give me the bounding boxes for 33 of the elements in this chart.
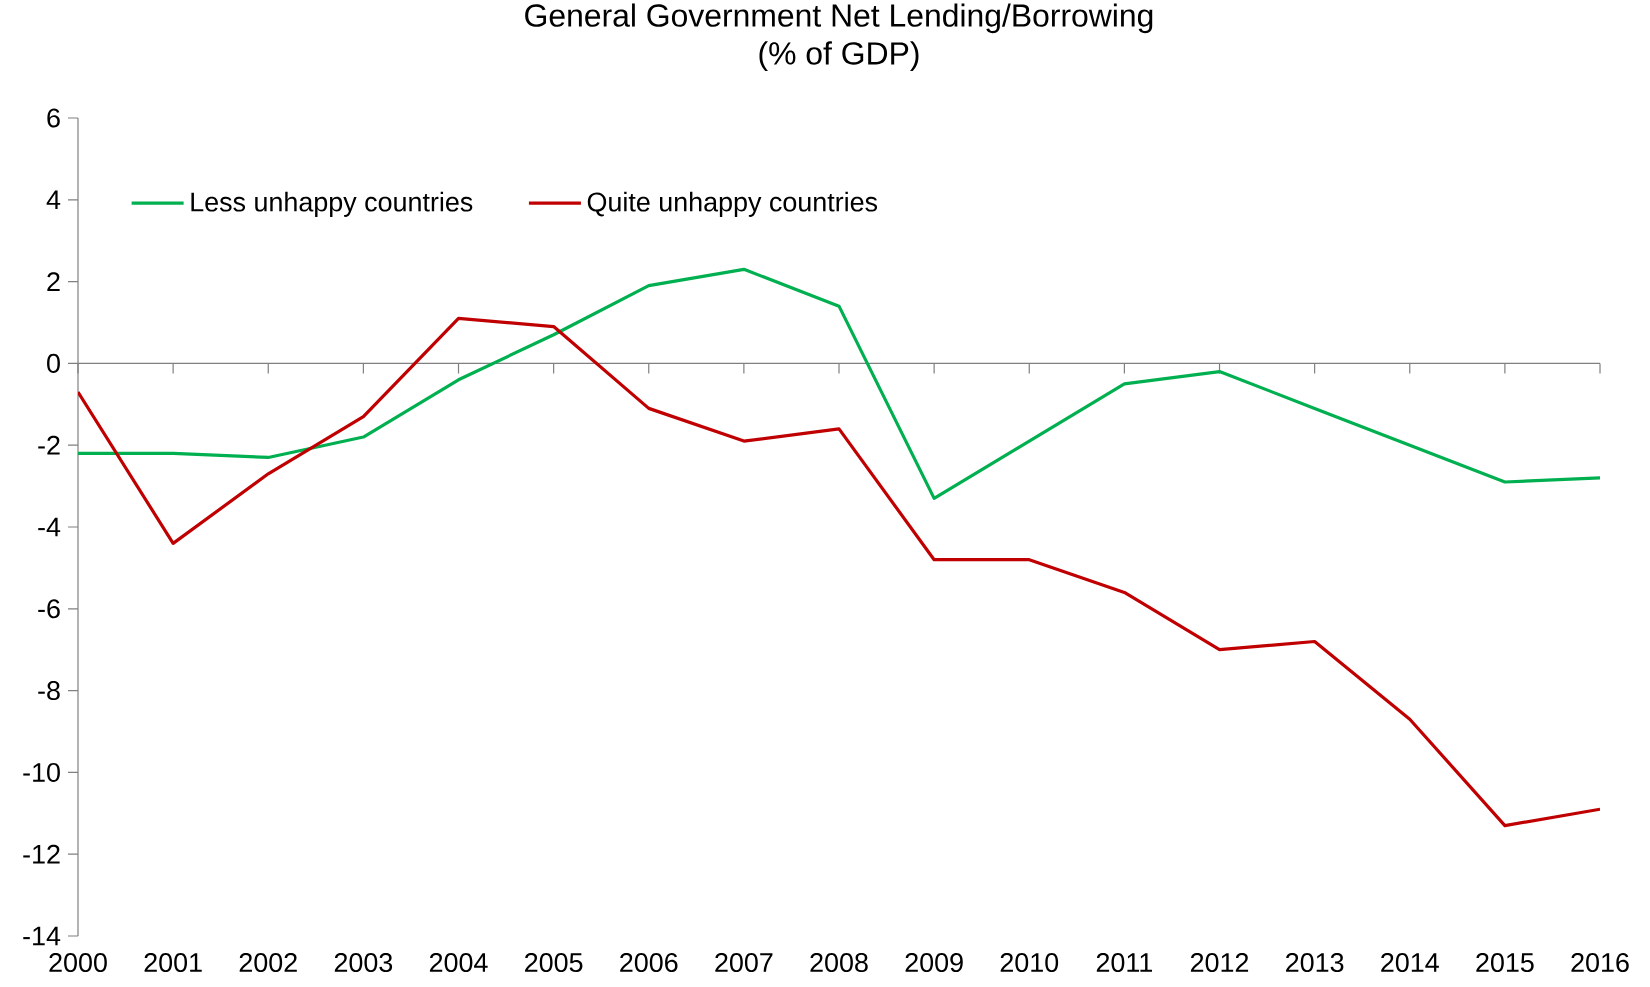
y-tick-label: -10 bbox=[23, 762, 60, 782]
y-tick-label: 0 bbox=[47, 353, 60, 373]
x-tick-label: 2011 bbox=[1096, 953, 1152, 973]
x-tick-label: 2013 bbox=[1286, 953, 1344, 973]
x-tick-label: 2001 bbox=[144, 953, 202, 973]
y-tick-label: -2 bbox=[38, 435, 60, 455]
legend-label: Less unhappy countries bbox=[191, 191, 473, 217]
chart-subtitle: (% of GDP) bbox=[759, 41, 919, 71]
x-tick-label: 2002 bbox=[239, 953, 297, 973]
x-tick-label: 2010 bbox=[1000, 953, 1059, 973]
x-tick-label: 2009 bbox=[905, 953, 963, 973]
y-tick-label: -4 bbox=[38, 517, 61, 537]
y-tick-label: 2 bbox=[47, 272, 60, 291]
x-tick-label: 2016 bbox=[1571, 953, 1629, 973]
y-tick-label: -8 bbox=[38, 681, 60, 701]
x-tick-label: 2005 bbox=[525, 953, 583, 973]
x-tick-label: 2004 bbox=[429, 953, 488, 973]
y-tick-label: 6 bbox=[47, 108, 60, 128]
x-tick-label: 2003 bbox=[334, 953, 393, 973]
y-tick-label: -14 bbox=[23, 926, 61, 946]
y-tick-label: 4 bbox=[46, 190, 61, 210]
x-tick-label: 2000 bbox=[49, 953, 107, 973]
legend-label: Quite unhappy countries bbox=[587, 191, 878, 217]
chart-title: General Government Net Lending/Borrowing bbox=[525, 3, 1153, 34]
x-tick-label: 2012 bbox=[1190, 953, 1249, 973]
x-tick-label: 2014 bbox=[1381, 953, 1439, 973]
y-tick-label: -6 bbox=[38, 599, 60, 619]
y-tick-label: -12 bbox=[23, 844, 60, 864]
x-tick-label: 2008 bbox=[810, 953, 868, 973]
x-tick-label: 2015 bbox=[1476, 953, 1534, 973]
x-tick-label: 2007 bbox=[715, 953, 773, 973]
x-tick-label: 2006 bbox=[620, 953, 678, 973]
line-series bbox=[78, 316, 1601, 828]
